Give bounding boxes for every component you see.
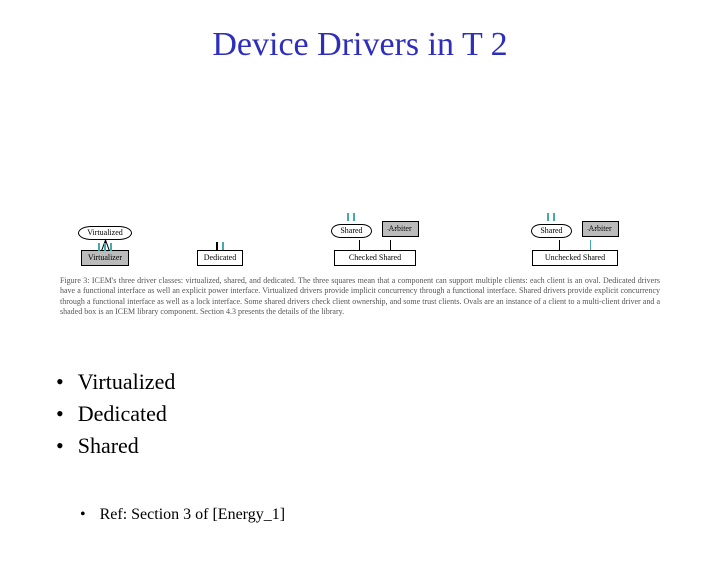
bullet-item: Dedicated <box>56 398 175 430</box>
checked-shared-box: Checked Shared <box>334 250 416 266</box>
virtualized-oval: Virtualized <box>78 226 132 240</box>
diagram-row: Virtualized Virtualizer Dedicated <box>60 186 660 266</box>
reference-line: Ref: Section 3 of [Energy_1] <box>80 506 285 524</box>
bullet-item: Shared <box>56 430 175 462</box>
group-unchecked-shared: Shared Arbiter Unchecked Shared <box>490 220 660 266</box>
virtualizer-box: Virtualizer <box>81 250 129 266</box>
page-title: Device Drivers in T 2 <box>0 26 720 64</box>
unchecked-shared-box: Unchecked Shared <box>532 250 618 266</box>
bullet-item: Virtualized <box>56 366 175 398</box>
figure-caption: Figure 3: ICEM's three driver classes: v… <box>60 276 660 318</box>
group-virtualized: Virtualized Virtualizer <box>60 226 150 266</box>
group-dedicated: Dedicated <box>180 240 260 266</box>
dedicated-box: Dedicated <box>197 250 243 266</box>
group-checked-shared: Shared Arbiter Checked Shared <box>290 220 460 266</box>
shared-oval-1: Shared <box>331 224 371 238</box>
bullet-list: Virtualized Dedicated Shared <box>56 366 175 462</box>
figure: Virtualized Virtualizer Dedicated <box>60 186 660 318</box>
shared-oval-2: Shared <box>531 224 571 238</box>
